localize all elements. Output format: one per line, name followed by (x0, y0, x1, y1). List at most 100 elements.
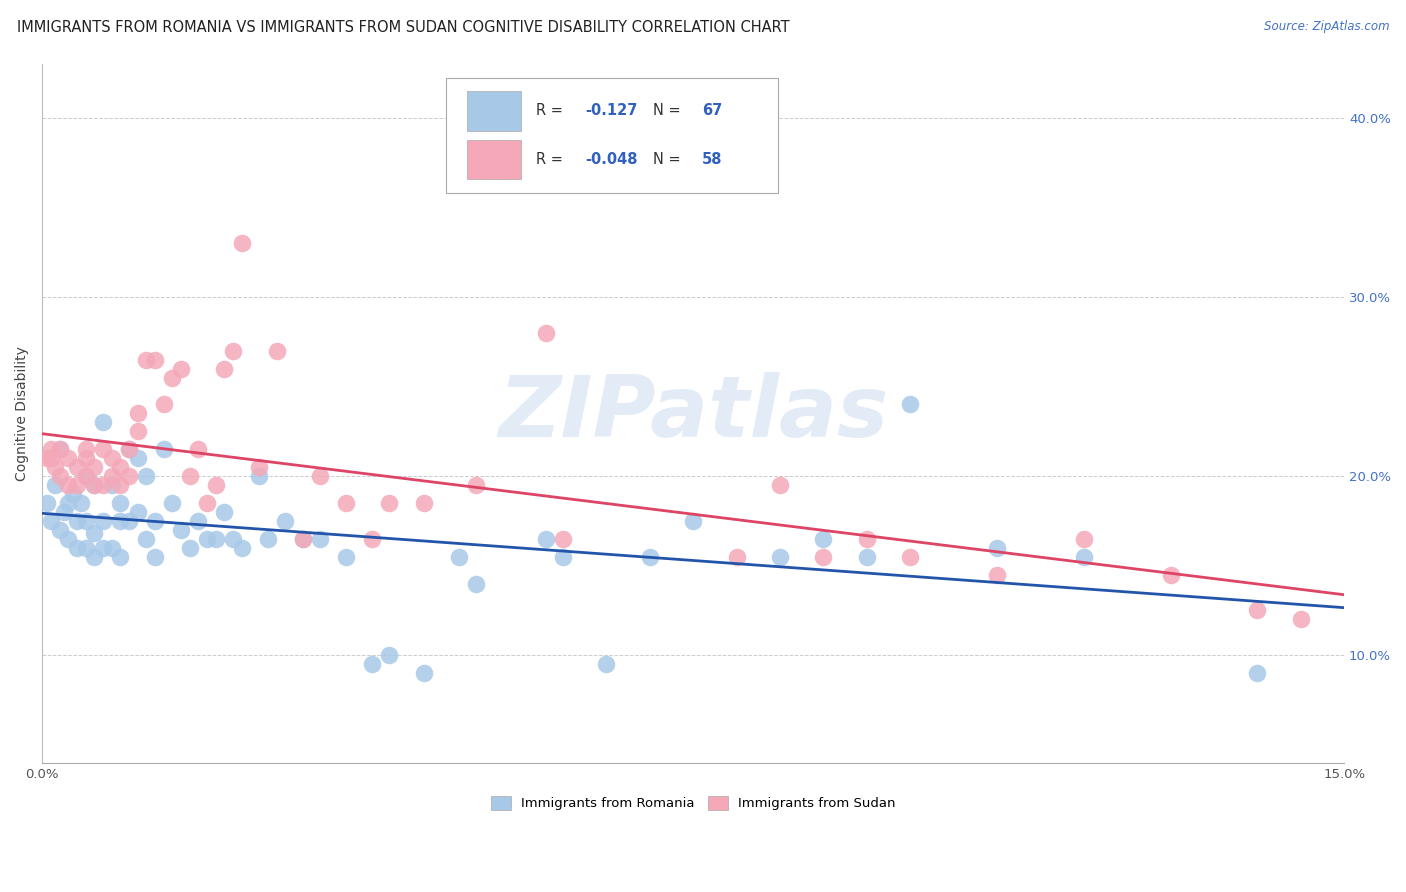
Text: -0.127: -0.127 (585, 103, 637, 119)
Point (214, 505, 236, 519)
Point (170, 361, 193, 376)
Point (152, 442, 174, 457)
Point (309, 532, 332, 546)
Point (75, 442, 97, 457)
Text: IMMIGRANTS FROM ROMANIA VS IMMIGRANTS FROM SUDAN COGNITIVE DISABILITY CORRELATIO: IMMIGRANTS FROM ROMANIA VS IMMIGRANTS FR… (17, 20, 790, 35)
Point (100, 469, 122, 483)
Point (35, 496, 58, 510)
Text: Source: ZipAtlas.com: Source: ZipAtlas.com (1264, 20, 1389, 33)
FancyBboxPatch shape (467, 139, 522, 179)
Point (62, 487, 84, 501)
Point (162, 496, 184, 510)
Point (118, 442, 141, 457)
Point (83, 549, 105, 564)
Point (291, 532, 314, 546)
Point (75, 514, 97, 528)
Point (361, 532, 384, 546)
Point (48, 442, 70, 457)
Point (179, 469, 201, 483)
Point (231, 236, 253, 251)
Text: 58: 58 (702, 152, 723, 167)
Point (83, 478, 105, 492)
Point (100, 451, 122, 466)
Point (222, 343, 245, 358)
Point (91, 541, 114, 555)
Point (35, 451, 58, 466)
Point (855, 549, 877, 564)
Point (143, 549, 166, 564)
Point (162, 370, 184, 384)
Point (110, 549, 132, 564)
Point (91, 514, 114, 528)
Point (1160, 567, 1182, 582)
Point (595, 657, 617, 672)
Point (83, 526, 105, 541)
Point (110, 460, 132, 475)
FancyBboxPatch shape (446, 78, 778, 194)
Point (91, 416, 114, 430)
Point (551, 549, 574, 564)
Text: -0.048: -0.048 (585, 152, 637, 167)
Point (48, 469, 70, 483)
Point (66, 514, 89, 528)
Text: N =: N = (652, 152, 685, 167)
Point (1073, 532, 1095, 546)
Point (813, 532, 835, 546)
Point (551, 532, 574, 546)
Point (58, 451, 80, 466)
Point (39, 442, 62, 457)
Point (813, 549, 835, 564)
Point (91, 442, 114, 457)
Point (257, 532, 280, 546)
Point (222, 532, 245, 546)
Legend: Immigrants from Romania, Immigrants from Sudan: Immigrants from Romania, Immigrants from… (485, 790, 901, 815)
Point (127, 451, 149, 466)
Point (127, 425, 149, 439)
Point (66, 478, 89, 492)
Point (110, 478, 132, 492)
Point (66, 541, 89, 555)
Point (447, 549, 470, 564)
Point (335, 496, 357, 510)
Point (361, 657, 384, 672)
Point (110, 514, 132, 528)
Point (247, 469, 270, 483)
Point (100, 478, 122, 492)
Point (266, 343, 288, 358)
Point (682, 514, 704, 528)
Text: N =: N = (652, 103, 685, 119)
Point (986, 567, 1008, 582)
Point (187, 442, 209, 457)
Point (83, 460, 105, 475)
Text: R =: R = (536, 152, 567, 167)
Point (274, 514, 297, 528)
Point (58, 532, 80, 546)
Point (127, 505, 149, 519)
Point (39, 451, 62, 466)
Point (110, 496, 132, 510)
Text: R =: R = (536, 103, 567, 119)
Text: 67: 67 (702, 103, 723, 119)
Point (898, 549, 921, 564)
Point (291, 532, 314, 546)
Point (465, 478, 488, 492)
Point (135, 352, 157, 367)
Point (769, 478, 792, 492)
Point (83, 478, 105, 492)
Point (465, 576, 488, 591)
Point (195, 532, 218, 546)
Point (179, 541, 201, 555)
Point (143, 514, 166, 528)
Point (127, 406, 149, 420)
FancyBboxPatch shape (467, 91, 522, 131)
Point (44, 478, 66, 492)
Point (100, 541, 122, 555)
Point (898, 397, 921, 411)
Point (378, 648, 401, 663)
Point (1246, 666, 1268, 681)
Point (1073, 549, 1095, 564)
Point (335, 549, 357, 564)
Point (118, 442, 141, 457)
Point (91, 478, 114, 492)
Point (187, 514, 209, 528)
